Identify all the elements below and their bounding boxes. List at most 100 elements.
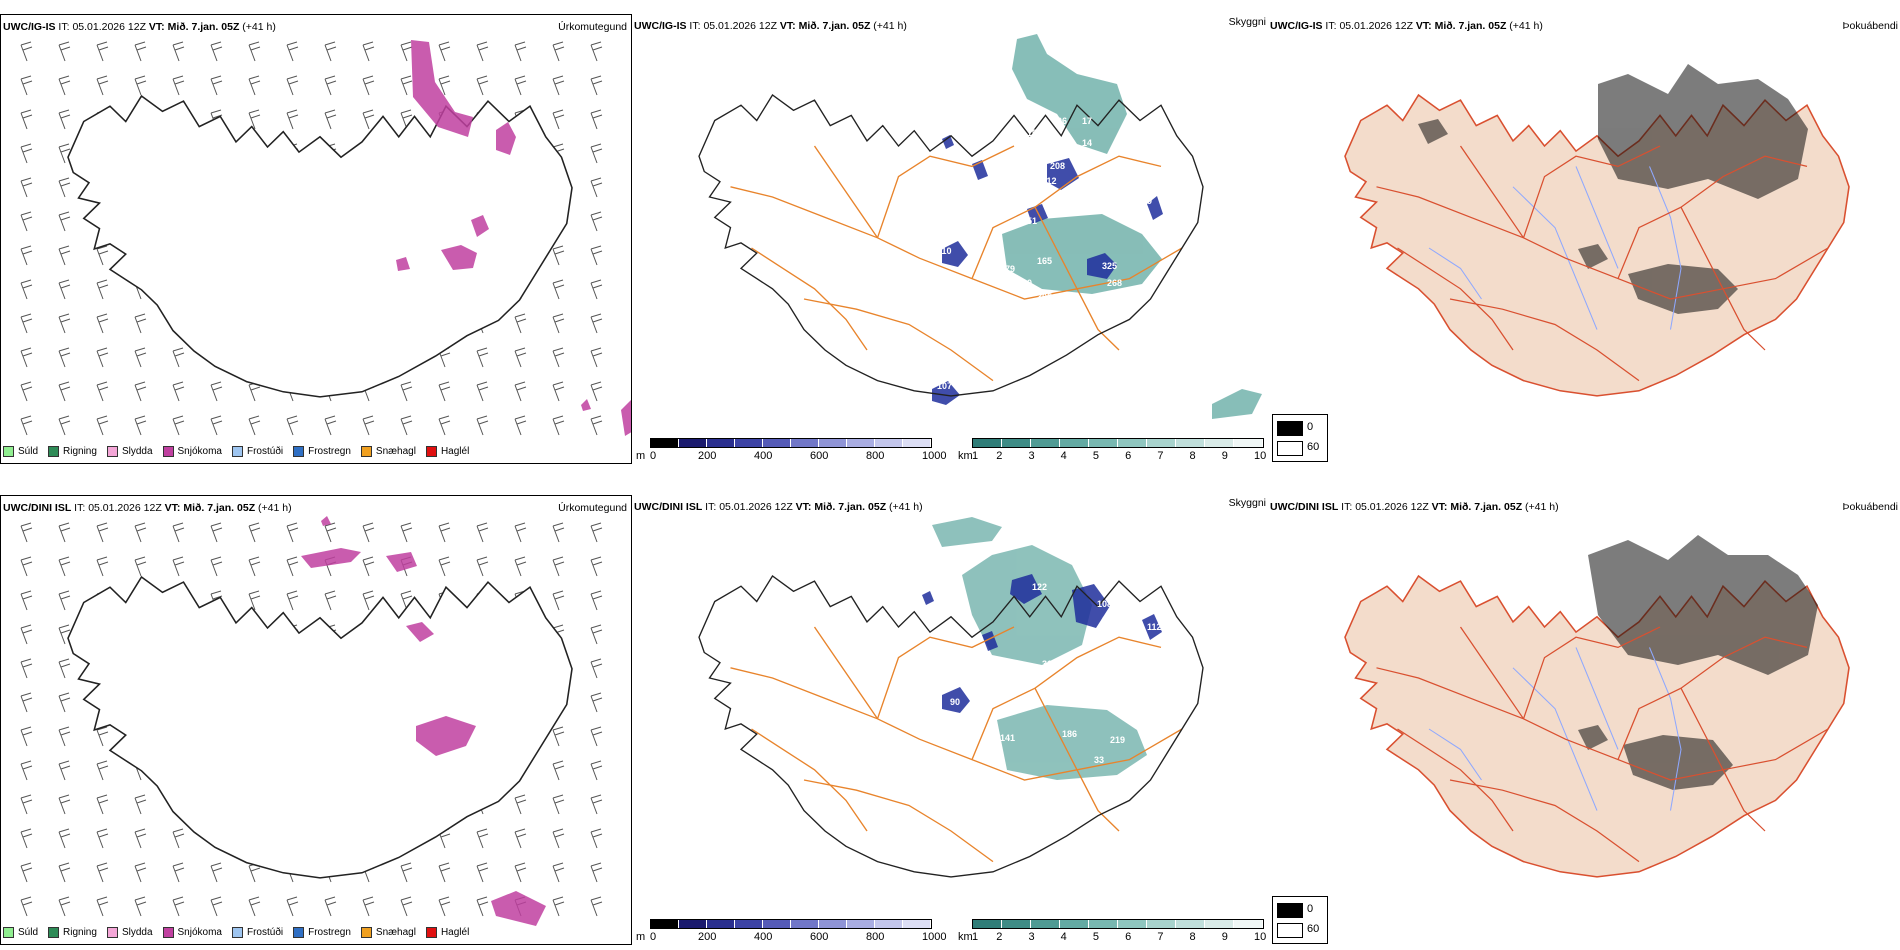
colorbar-tick: 9 bbox=[1221, 450, 1228, 462]
legend-label: Frostregn bbox=[308, 446, 351, 457]
colorbar-tick: 800 bbox=[866, 931, 885, 943]
colorbar-segment bbox=[903, 439, 931, 447]
legend-item: Snæhagl bbox=[360, 927, 416, 938]
legend-swatch bbox=[48, 446, 60, 457]
wind-barb bbox=[172, 381, 185, 402]
wind-barb bbox=[590, 522, 603, 543]
wind-barb bbox=[134, 75, 147, 96]
wind-barb bbox=[514, 75, 527, 96]
colorbar-segment bbox=[791, 439, 819, 447]
wind-barb bbox=[58, 692, 71, 713]
wind-barb bbox=[590, 109, 603, 130]
lead-time: (+41 h) bbox=[258, 502, 292, 514]
lead-time: (+41 h) bbox=[1509, 20, 1543, 32]
road-line bbox=[730, 667, 1183, 781]
wind-barb bbox=[58, 313, 71, 334]
legend-item: Haglél bbox=[425, 927, 470, 938]
wind-barb bbox=[286, 109, 299, 130]
cloud-base-label: 179 bbox=[1000, 264, 1015, 274]
wind-barb bbox=[96, 760, 109, 781]
wind-barb bbox=[58, 109, 71, 130]
cloud-base-label: 33 bbox=[1094, 755, 1104, 765]
legend-item: Snjókoma bbox=[162, 927, 222, 938]
wind-barb bbox=[20, 624, 33, 645]
wind-barb bbox=[514, 347, 527, 368]
snow-areas bbox=[301, 516, 546, 926]
wind-barb bbox=[58, 347, 71, 368]
wind-barb bbox=[476, 381, 489, 402]
wind-barb bbox=[590, 760, 603, 781]
road-line bbox=[813, 145, 879, 239]
colorbar-segment bbox=[973, 920, 1002, 928]
wind-barb bbox=[134, 828, 147, 849]
colorbar-segment bbox=[735, 439, 763, 447]
legend-item: Súld bbox=[3, 927, 38, 938]
lead-time: (+41 h) bbox=[873, 20, 907, 32]
wind-barb bbox=[324, 590, 337, 611]
legend-label: Frostúði bbox=[246, 446, 284, 457]
wind-barb bbox=[590, 862, 603, 883]
legend-item: Rigning bbox=[48, 927, 97, 938]
cloud-base-label: 141 bbox=[1000, 733, 1015, 743]
legend-label: Haglél bbox=[440, 927, 470, 938]
wind-barb bbox=[58, 862, 71, 883]
legend-item: Rigning bbox=[48, 446, 97, 457]
legend-swatch bbox=[48, 927, 60, 938]
wind-barb bbox=[590, 177, 603, 198]
wind-barb bbox=[324, 522, 337, 543]
wind-barb bbox=[20, 75, 33, 96]
wind-barb bbox=[210, 41, 223, 62]
legend-item: Slydda bbox=[106, 446, 153, 457]
wind-barb bbox=[20, 590, 33, 611]
colorbar-segment bbox=[679, 920, 707, 928]
cloud-base-label: 17 bbox=[1082, 116, 1092, 126]
model-name: UWC/DINI ISL bbox=[1270, 501, 1339, 513]
wind-barb bbox=[172, 347, 185, 368]
road-line bbox=[971, 155, 1162, 279]
wind-barb bbox=[20, 658, 33, 679]
wind-barb bbox=[134, 862, 147, 883]
it-value: 05.01.2026 12Z bbox=[88, 502, 162, 514]
legend-swatch bbox=[162, 446, 174, 457]
wind-barb bbox=[20, 211, 33, 232]
wind-barb bbox=[590, 143, 603, 164]
wind-barb bbox=[210, 896, 223, 917]
wind-barb bbox=[134, 347, 147, 368]
wind-barb bbox=[590, 313, 603, 334]
it-label: IT: bbox=[689, 20, 701, 32]
wind-barb bbox=[96, 75, 109, 96]
fog-legend-white bbox=[1277, 441, 1303, 456]
wind-barb bbox=[362, 590, 375, 611]
legend-label: Snæhagl bbox=[375, 446, 416, 457]
river-line bbox=[1649, 166, 1682, 330]
wind-barb bbox=[172, 828, 185, 849]
precip-type-title: Úrkomutegund bbox=[558, 21, 627, 33]
wind-barb bbox=[58, 590, 71, 611]
wind-barb bbox=[590, 658, 603, 679]
wind-barb bbox=[362, 556, 375, 577]
model-name: UWC/IG-IS bbox=[634, 20, 687, 32]
road-network bbox=[1376, 626, 1829, 863]
colorbar-segment bbox=[819, 920, 847, 928]
wind-barb bbox=[20, 313, 33, 334]
wind-barb bbox=[20, 760, 33, 781]
it-label: IT: bbox=[58, 21, 70, 33]
road-line bbox=[1397, 728, 1514, 832]
wind-barb bbox=[438, 41, 451, 62]
iceland-outline bbox=[698, 94, 1204, 397]
colorbar-tick: 4 bbox=[1060, 450, 1067, 462]
fog-header: UWC/DINI ISL IT: 05.01.2026 12Z VT: Mið.… bbox=[1270, 501, 1559, 513]
wind-barb bbox=[552, 313, 565, 334]
legend-label: Frostúði bbox=[246, 927, 284, 938]
cloud-panel-row1: 406 17 191 208 14 112 79 51 110 179 165 325 500 268 30… bbox=[632, 14, 1272, 464]
fog-legend-0: 0 bbox=[1307, 421, 1314, 433]
colorbar-segment bbox=[1060, 920, 1089, 928]
wind-barb bbox=[514, 862, 527, 883]
wind-barb bbox=[400, 415, 413, 436]
colorbar-segment bbox=[875, 439, 903, 447]
wind-barb bbox=[590, 896, 603, 917]
colorbar-tick: 800 bbox=[866, 450, 885, 462]
legend-swatch bbox=[3, 446, 14, 457]
precip-panel-row1: UWC/IG-IS IT: 05.01.2026 12Z VT: Mið. 7.… bbox=[0, 14, 632, 464]
wind-barb bbox=[552, 279, 565, 300]
